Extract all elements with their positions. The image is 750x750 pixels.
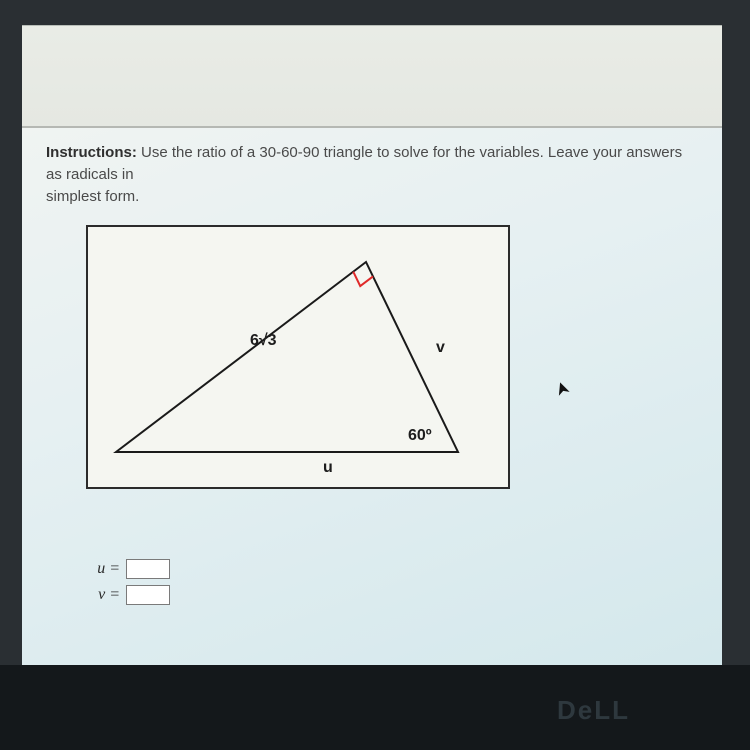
- triangle-diagram: 6√3 v u 60º: [86, 225, 510, 489]
- label-side-u: u: [323, 459, 333, 477]
- content-area: Instructions: Use the ratio of a 30-60-9…: [22, 128, 722, 635]
- browser-top-bar: [22, 26, 722, 128]
- instructions-text: Instructions: Use the ratio of a 30-60-9…: [46, 142, 698, 207]
- input-u[interactable]: [126, 559, 170, 579]
- input-v[interactable]: [126, 585, 170, 605]
- answer-row-v: v =: [86, 585, 698, 605]
- right-angle-marker: [353, 272, 373, 286]
- answers-block: u = v =: [86, 559, 698, 605]
- dell-logo: DeLL: [557, 695, 630, 726]
- label-hypotenuse: 6√3: [250, 332, 277, 350]
- label-side-v: v: [436, 339, 445, 357]
- instructions-label: Instructions:: [46, 144, 137, 161]
- instructions-line2: simplest form.: [46, 188, 139, 205]
- label-angle-60: 60º: [408, 427, 432, 445]
- answer-row-u: u =: [86, 559, 698, 579]
- laptop-bezel: DeLL: [0, 665, 750, 750]
- triangle-shape: [116, 262, 458, 452]
- var-v: v =: [86, 586, 120, 604]
- screen-area: Instructions: Use the ratio of a 30-60-9…: [22, 25, 722, 666]
- diagram-container: 6√3 v u 60º: [86, 225, 698, 489]
- var-u: u =: [86, 560, 120, 578]
- triangle-svg: [88, 227, 508, 487]
- instructions-line1: Use the ratio of a 30-60-90 triangle to …: [46, 144, 682, 183]
